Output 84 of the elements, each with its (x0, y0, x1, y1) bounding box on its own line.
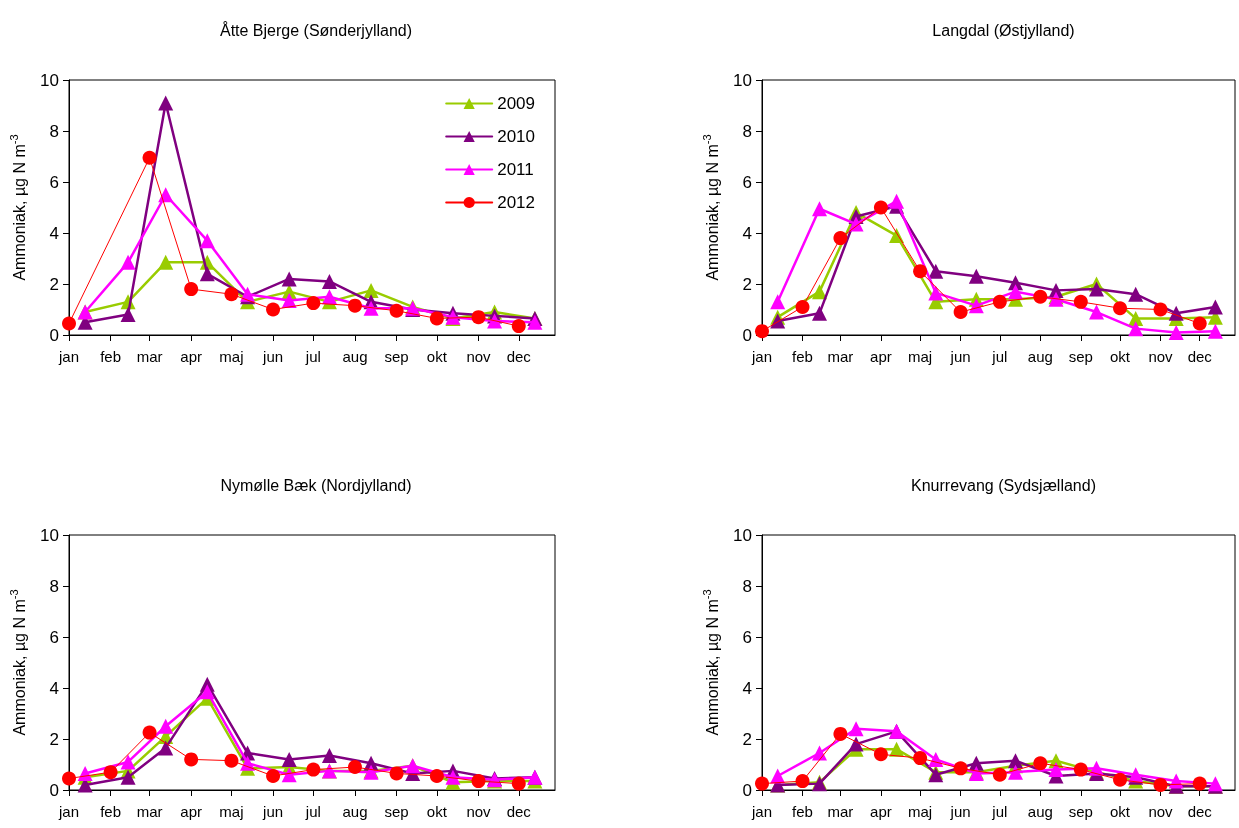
x-tick-label: jun (262, 803, 284, 820)
y-tick-label: 0 (742, 780, 752, 800)
x-tick-label: dec (1187, 803, 1213, 820)
x-tick-label: maj (219, 348, 244, 365)
x-tick-label: dec (1187, 348, 1213, 365)
y-tick-label: 4 (742, 678, 752, 698)
x-tick-label: okt (1110, 803, 1131, 820)
y-tick-label: 10 (40, 525, 59, 545)
legend-label: 2009 (497, 94, 536, 113)
y-tick-label: 6 (742, 627, 752, 647)
y-tick-label: 0 (49, 325, 59, 345)
y-tick-label: 8 (49, 121, 59, 141)
y-tick-label: 6 (49, 627, 59, 647)
x-tick-label: apr (180, 348, 203, 365)
y-tick-label: 8 (49, 576, 59, 596)
x-tick-label: jun (949, 348, 971, 365)
chart-title: Nymølle Bæk (Nordjylland) (220, 476, 412, 494)
chart-title: Åtte Bjerge (Sønderjylland) (219, 20, 413, 39)
x-tick-label: jul (991, 803, 1008, 820)
y-axis-title: Ammoniak, µg N m-3 (700, 589, 721, 736)
x-tick-label: nov (466, 348, 492, 365)
x-tick-label: apr (870, 348, 892, 365)
x-tick-label: jun (949, 803, 971, 820)
x-tick-label: feb (100, 803, 122, 820)
y-axis-title: Ammoniak, µg N m-3 (700, 134, 721, 281)
x-tick-label: jan (57, 348, 80, 365)
x-tick-label: mar (136, 348, 163, 365)
y-tick-label: 0 (742, 325, 752, 345)
x-tick-label: feb (792, 803, 813, 820)
y-tick-label: 10 (733, 70, 752, 90)
y-tick-label: 6 (742, 172, 752, 192)
legend-label: 2011 (497, 160, 534, 179)
x-tick-label: feb (792, 348, 813, 365)
x-tick-label: sep (384, 803, 409, 820)
x-tick-label: maj (219, 803, 244, 820)
x-tick-label: jul (991, 348, 1008, 365)
y-axis-title: Ammoniak, µg N m-3 (7, 589, 28, 736)
x-tick-label: aug (1027, 803, 1053, 820)
x-tick-label: jan (57, 803, 80, 820)
chart-title: Langdal (Østjylland) (932, 21, 1075, 39)
y-tick-label: 10 (733, 525, 752, 545)
x-tick-label: aug (342, 348, 368, 365)
x-tick-label: apr (870, 803, 892, 820)
y-tick-label: 10 (40, 70, 59, 90)
y-tick-label: 4 (49, 678, 59, 698)
x-tick-label: nov (1148, 348, 1174, 365)
x-tick-label: jan (750, 803, 773, 820)
x-tick-label: nov (1148, 803, 1174, 820)
x-tick-label: aug (1027, 348, 1053, 365)
x-tick-label: dec (506, 348, 532, 365)
x-tick-label: mar (827, 803, 854, 820)
x-tick-label: okt (1110, 348, 1131, 365)
x-tick-label: sep (1068, 348, 1093, 365)
y-axis-title: Ammoniak, µg N m-3 (7, 134, 28, 281)
x-tick-label: maj (908, 803, 933, 820)
y-tick-label: 2 (49, 274, 59, 294)
x-tick-label: jul (304, 348, 321, 365)
y-tick-label: 4 (49, 223, 59, 243)
y-tick-label: 2 (49, 729, 59, 749)
x-tick-label: mar (136, 803, 163, 820)
legend-label: 2012 (497, 193, 536, 212)
legend-label: 2010 (497, 127, 536, 146)
x-tick-label: okt (426, 803, 448, 820)
y-tick-label: 2 (742, 274, 752, 294)
y-tick-label: 0 (49, 780, 59, 800)
x-tick-label: nov (466, 803, 492, 820)
x-tick-label: apr (180, 803, 203, 820)
x-tick-label: okt (426, 348, 448, 365)
y-tick-label: 8 (742, 576, 752, 596)
x-tick-label: sep (384, 348, 409, 365)
x-tick-label: jun (262, 348, 284, 365)
y-tick-label: 4 (742, 223, 752, 243)
x-tick-label: maj (908, 348, 933, 365)
y-tick-label: 6 (49, 172, 59, 192)
x-tick-label: jan (750, 348, 773, 365)
x-tick-label: mar (827, 348, 854, 365)
chart-title: Knurrevang (Sydsjælland) (911, 476, 1096, 494)
x-tick-label: sep (1068, 803, 1093, 820)
x-tick-label: aug (342, 803, 368, 820)
x-tick-label: jul (304, 803, 321, 820)
x-tick-label: dec (506, 803, 532, 820)
y-tick-label: 8 (742, 121, 752, 141)
x-tick-label: feb (100, 348, 122, 365)
y-tick-label: 2 (742, 729, 752, 749)
